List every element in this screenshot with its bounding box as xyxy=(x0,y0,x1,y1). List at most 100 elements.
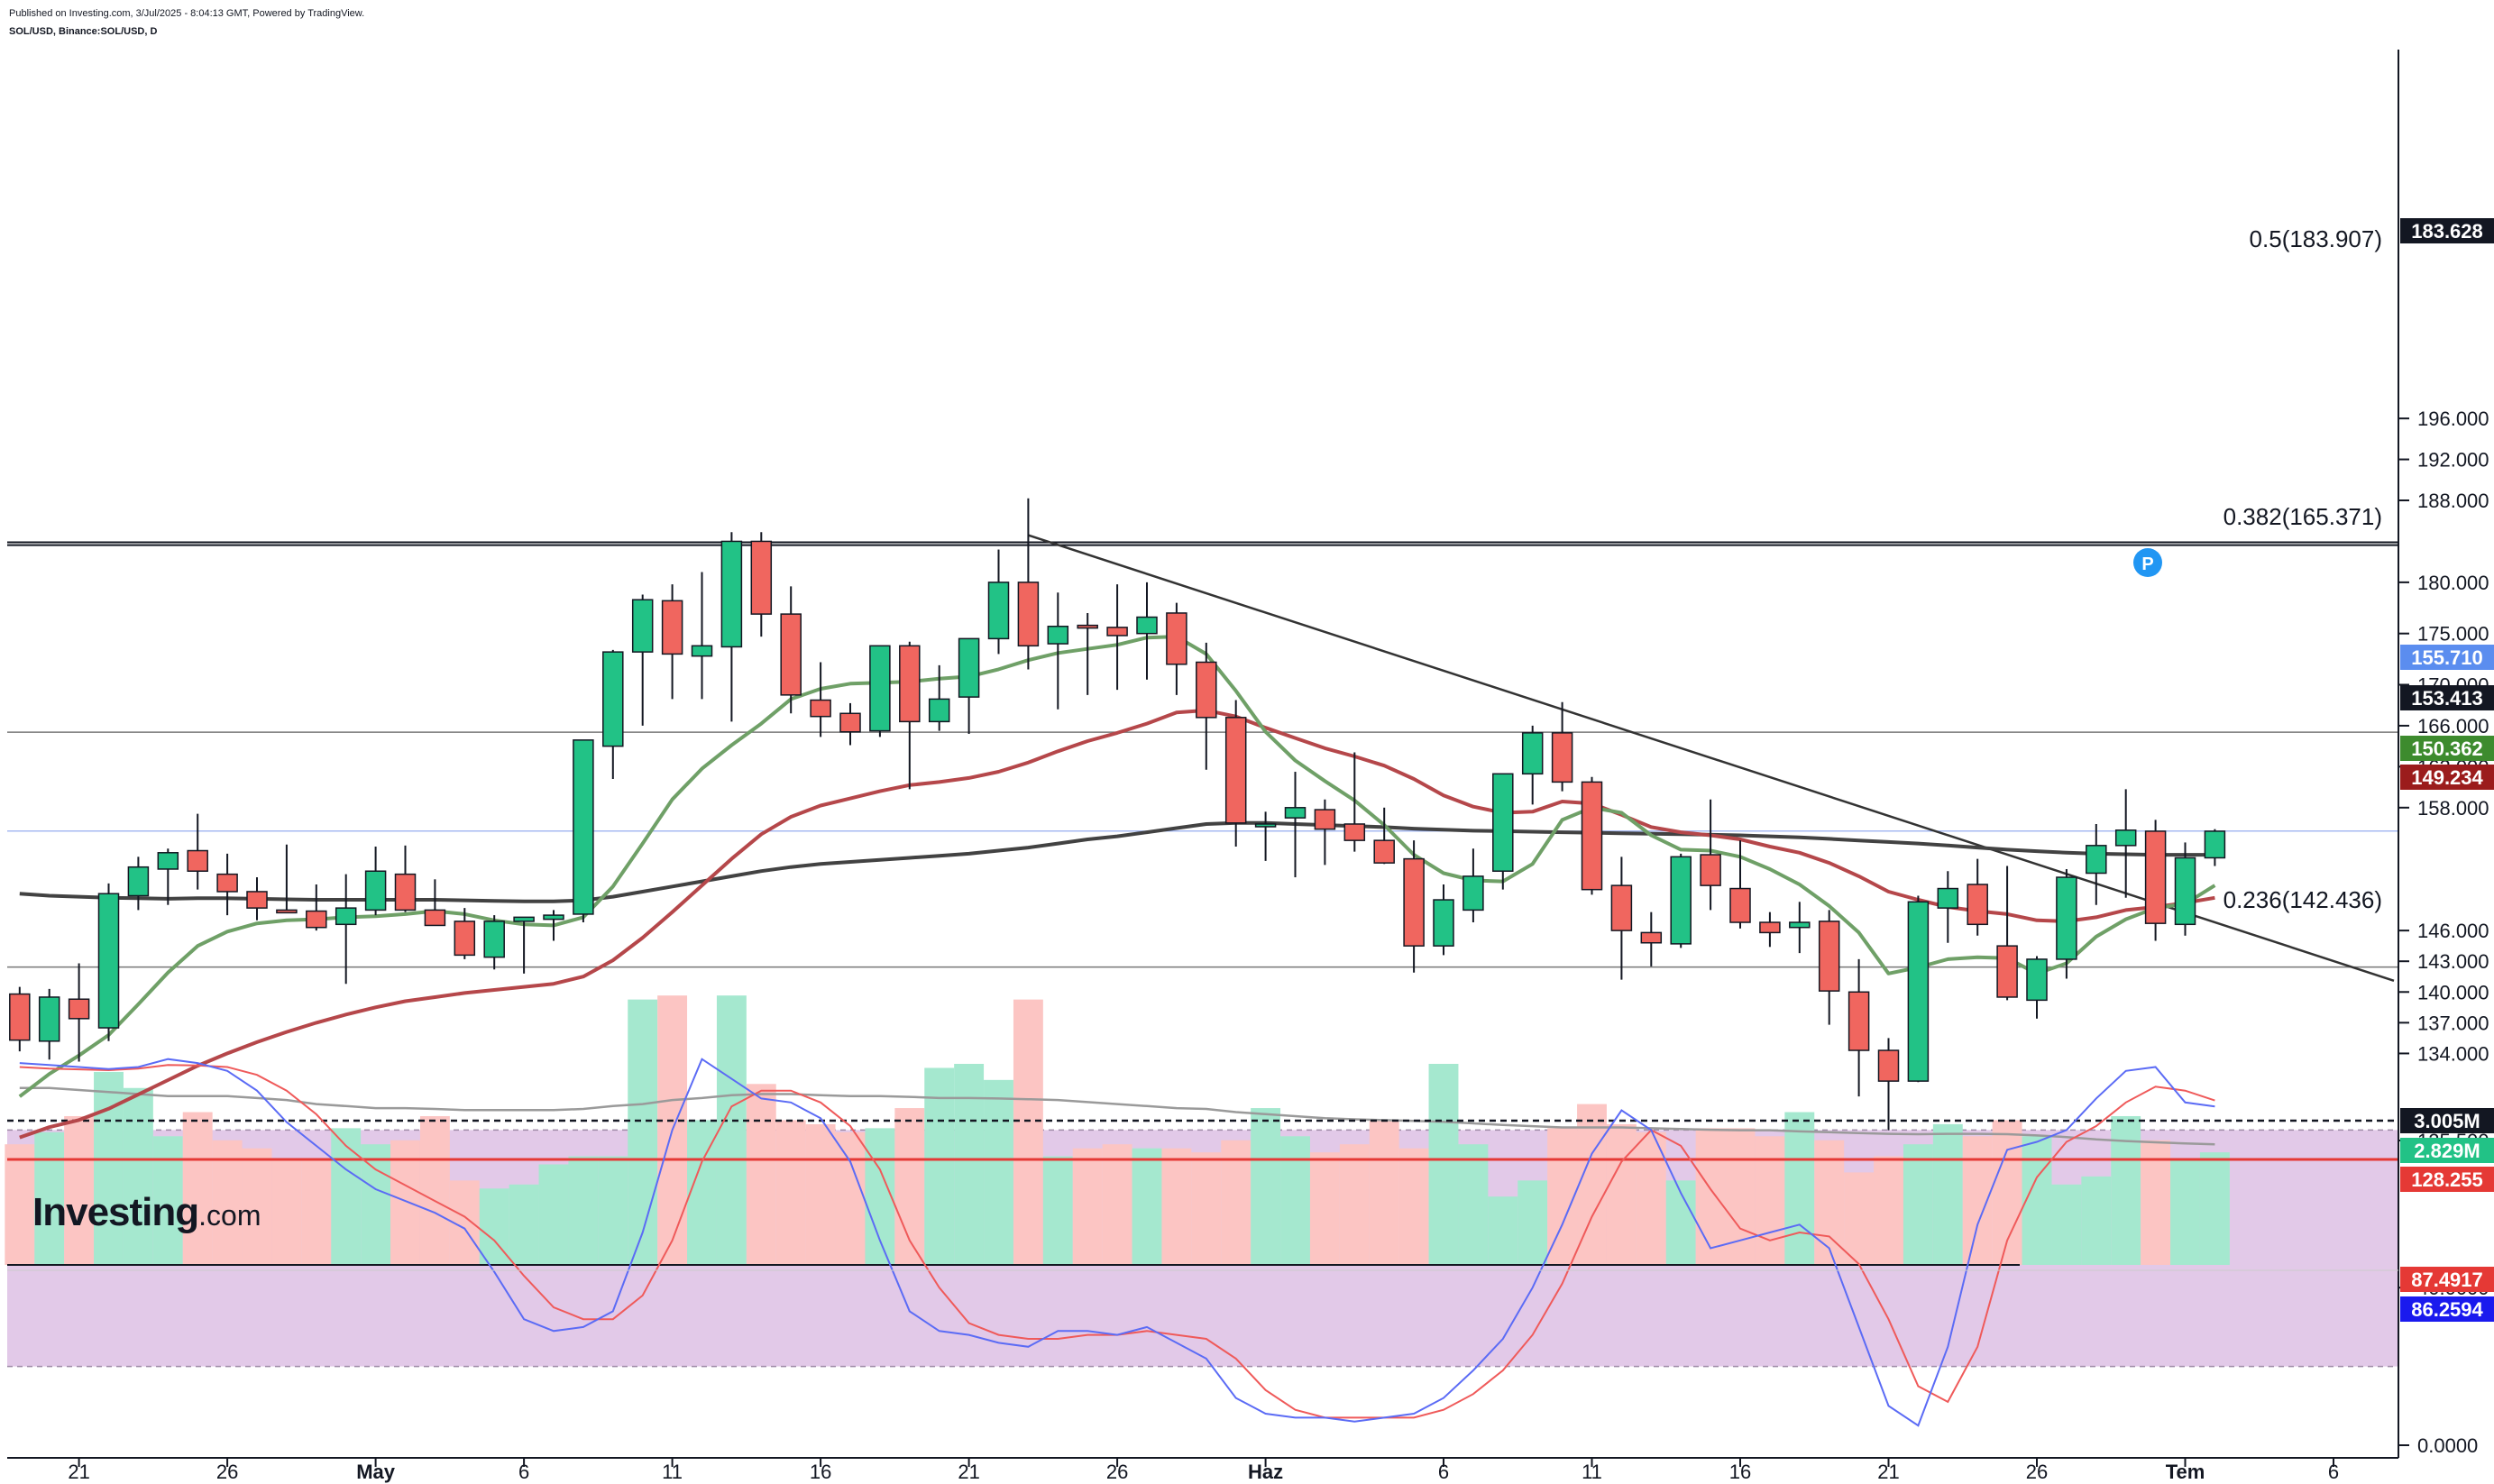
volume-bar xyxy=(716,995,747,1265)
badge-ma_fast: 150.362 xyxy=(2400,736,2494,761)
candle xyxy=(899,641,921,790)
candle-body xyxy=(661,600,683,655)
badge-bg xyxy=(2400,1167,2494,1192)
candle xyxy=(1433,884,1454,956)
candle-body xyxy=(1848,991,1870,1051)
candle-body xyxy=(1433,899,1454,947)
candle-body xyxy=(1166,612,1187,665)
candle xyxy=(631,594,654,726)
badge-stoch_d: 87.4917 xyxy=(2400,1267,2494,1292)
ma-mid-line xyxy=(19,708,2215,1140)
badge-red_line: 128.255 xyxy=(2400,1167,2494,1192)
candle xyxy=(306,884,327,931)
symbol-title: SOL/USD, Binance:SOL/USD, D xyxy=(9,26,158,37)
volume-bar xyxy=(361,1144,391,1265)
candle-body xyxy=(1877,1049,1900,1082)
volume-bar xyxy=(835,1131,866,1265)
candle-body xyxy=(1967,884,1988,926)
candle-body xyxy=(1343,823,1366,841)
volume-bar xyxy=(34,1131,65,1265)
badge-text: 2.829M xyxy=(2414,1140,2480,1162)
time-tick-label: 26 xyxy=(216,1461,238,1483)
candle xyxy=(958,637,980,735)
candle xyxy=(246,877,268,921)
logo-brand: Investing xyxy=(32,1190,199,1234)
candle xyxy=(1314,799,1336,866)
price-tick-label: 146.000 xyxy=(2417,920,2489,942)
candle xyxy=(1047,592,1069,710)
candle-body xyxy=(602,651,624,747)
price-tick-label: 188.000 xyxy=(2417,490,2489,512)
volume-bar xyxy=(1309,1152,1340,1265)
candle-body xyxy=(1937,887,1959,909)
candle-body xyxy=(513,916,535,922)
candle xyxy=(2174,842,2196,936)
volume-bar xyxy=(1874,1156,1903,1265)
candle xyxy=(127,857,150,911)
candle xyxy=(1284,772,1307,878)
candle xyxy=(187,813,208,890)
time-tick-label: 6 xyxy=(1438,1461,1449,1483)
time-tick-label: May xyxy=(356,1461,396,1483)
time-tick-label: 11 xyxy=(1582,1461,1602,1483)
candle xyxy=(1077,612,1098,695)
volume-ma-line xyxy=(19,1086,2215,1146)
volume-bar xyxy=(1725,1128,1756,1265)
candle-body xyxy=(335,907,357,926)
candle-body xyxy=(1373,839,1395,864)
badge-text: 149.234 xyxy=(2411,766,2483,789)
time-tick-label: 16 xyxy=(810,1461,831,1483)
volume-bar xyxy=(1844,1172,1875,1265)
candle xyxy=(810,662,831,737)
volume-bar xyxy=(1547,1128,1578,1265)
candle xyxy=(1492,773,1514,890)
candle xyxy=(216,853,238,916)
volume-bar xyxy=(628,999,658,1265)
candle xyxy=(513,916,535,974)
volume-bar xyxy=(2051,1184,2082,1265)
candle xyxy=(543,910,564,941)
candle xyxy=(869,645,891,737)
candle xyxy=(335,874,357,985)
candle-body xyxy=(1521,732,1544,775)
candle-body xyxy=(2114,829,2137,847)
candle xyxy=(2114,789,2137,898)
candle xyxy=(1907,895,1930,1083)
volume-bar xyxy=(1280,1136,1310,1265)
candle-body xyxy=(246,891,268,909)
candle xyxy=(1937,871,1959,943)
stochastic-tick-label: 0.0000 xyxy=(2417,1434,2478,1457)
volume-bar xyxy=(1132,1148,1162,1265)
badge-ma_mid: 149.234 xyxy=(2400,765,2494,790)
time-tick-label: 21 xyxy=(1877,1461,1899,1483)
volume-bar xyxy=(775,1120,806,1265)
volume-bar xyxy=(242,1148,272,1265)
badge-bg xyxy=(2400,1108,2494,1133)
candle-body xyxy=(869,645,891,732)
marker-p[interactable]: P xyxy=(2133,548,2162,577)
candle-body xyxy=(899,645,921,723)
badge-volume: 2.829M xyxy=(2400,1138,2494,1163)
candle-body xyxy=(1789,921,1811,929)
candle-body xyxy=(928,698,950,723)
candle xyxy=(2026,956,2048,1019)
volume-bar xyxy=(1013,999,1043,1265)
candle xyxy=(97,883,120,1041)
badge-last_price: 155.710 xyxy=(2400,645,2494,670)
candle xyxy=(394,845,417,912)
candle xyxy=(1551,701,1573,792)
candles-layer xyxy=(9,498,2226,1131)
volume-bar xyxy=(509,1184,539,1265)
candle xyxy=(1640,911,1663,966)
time-tick-label: Tem xyxy=(2166,1461,2205,1483)
candle xyxy=(1848,958,1870,1097)
candle-body xyxy=(810,699,831,718)
candle-body xyxy=(1047,625,1069,645)
candle-body xyxy=(1106,627,1128,637)
candle xyxy=(1967,858,1988,936)
candle-body xyxy=(543,914,564,921)
badge-text: 3.005M xyxy=(2414,1110,2480,1132)
volume-bar xyxy=(2081,1176,2112,1265)
candle xyxy=(1017,498,1040,670)
